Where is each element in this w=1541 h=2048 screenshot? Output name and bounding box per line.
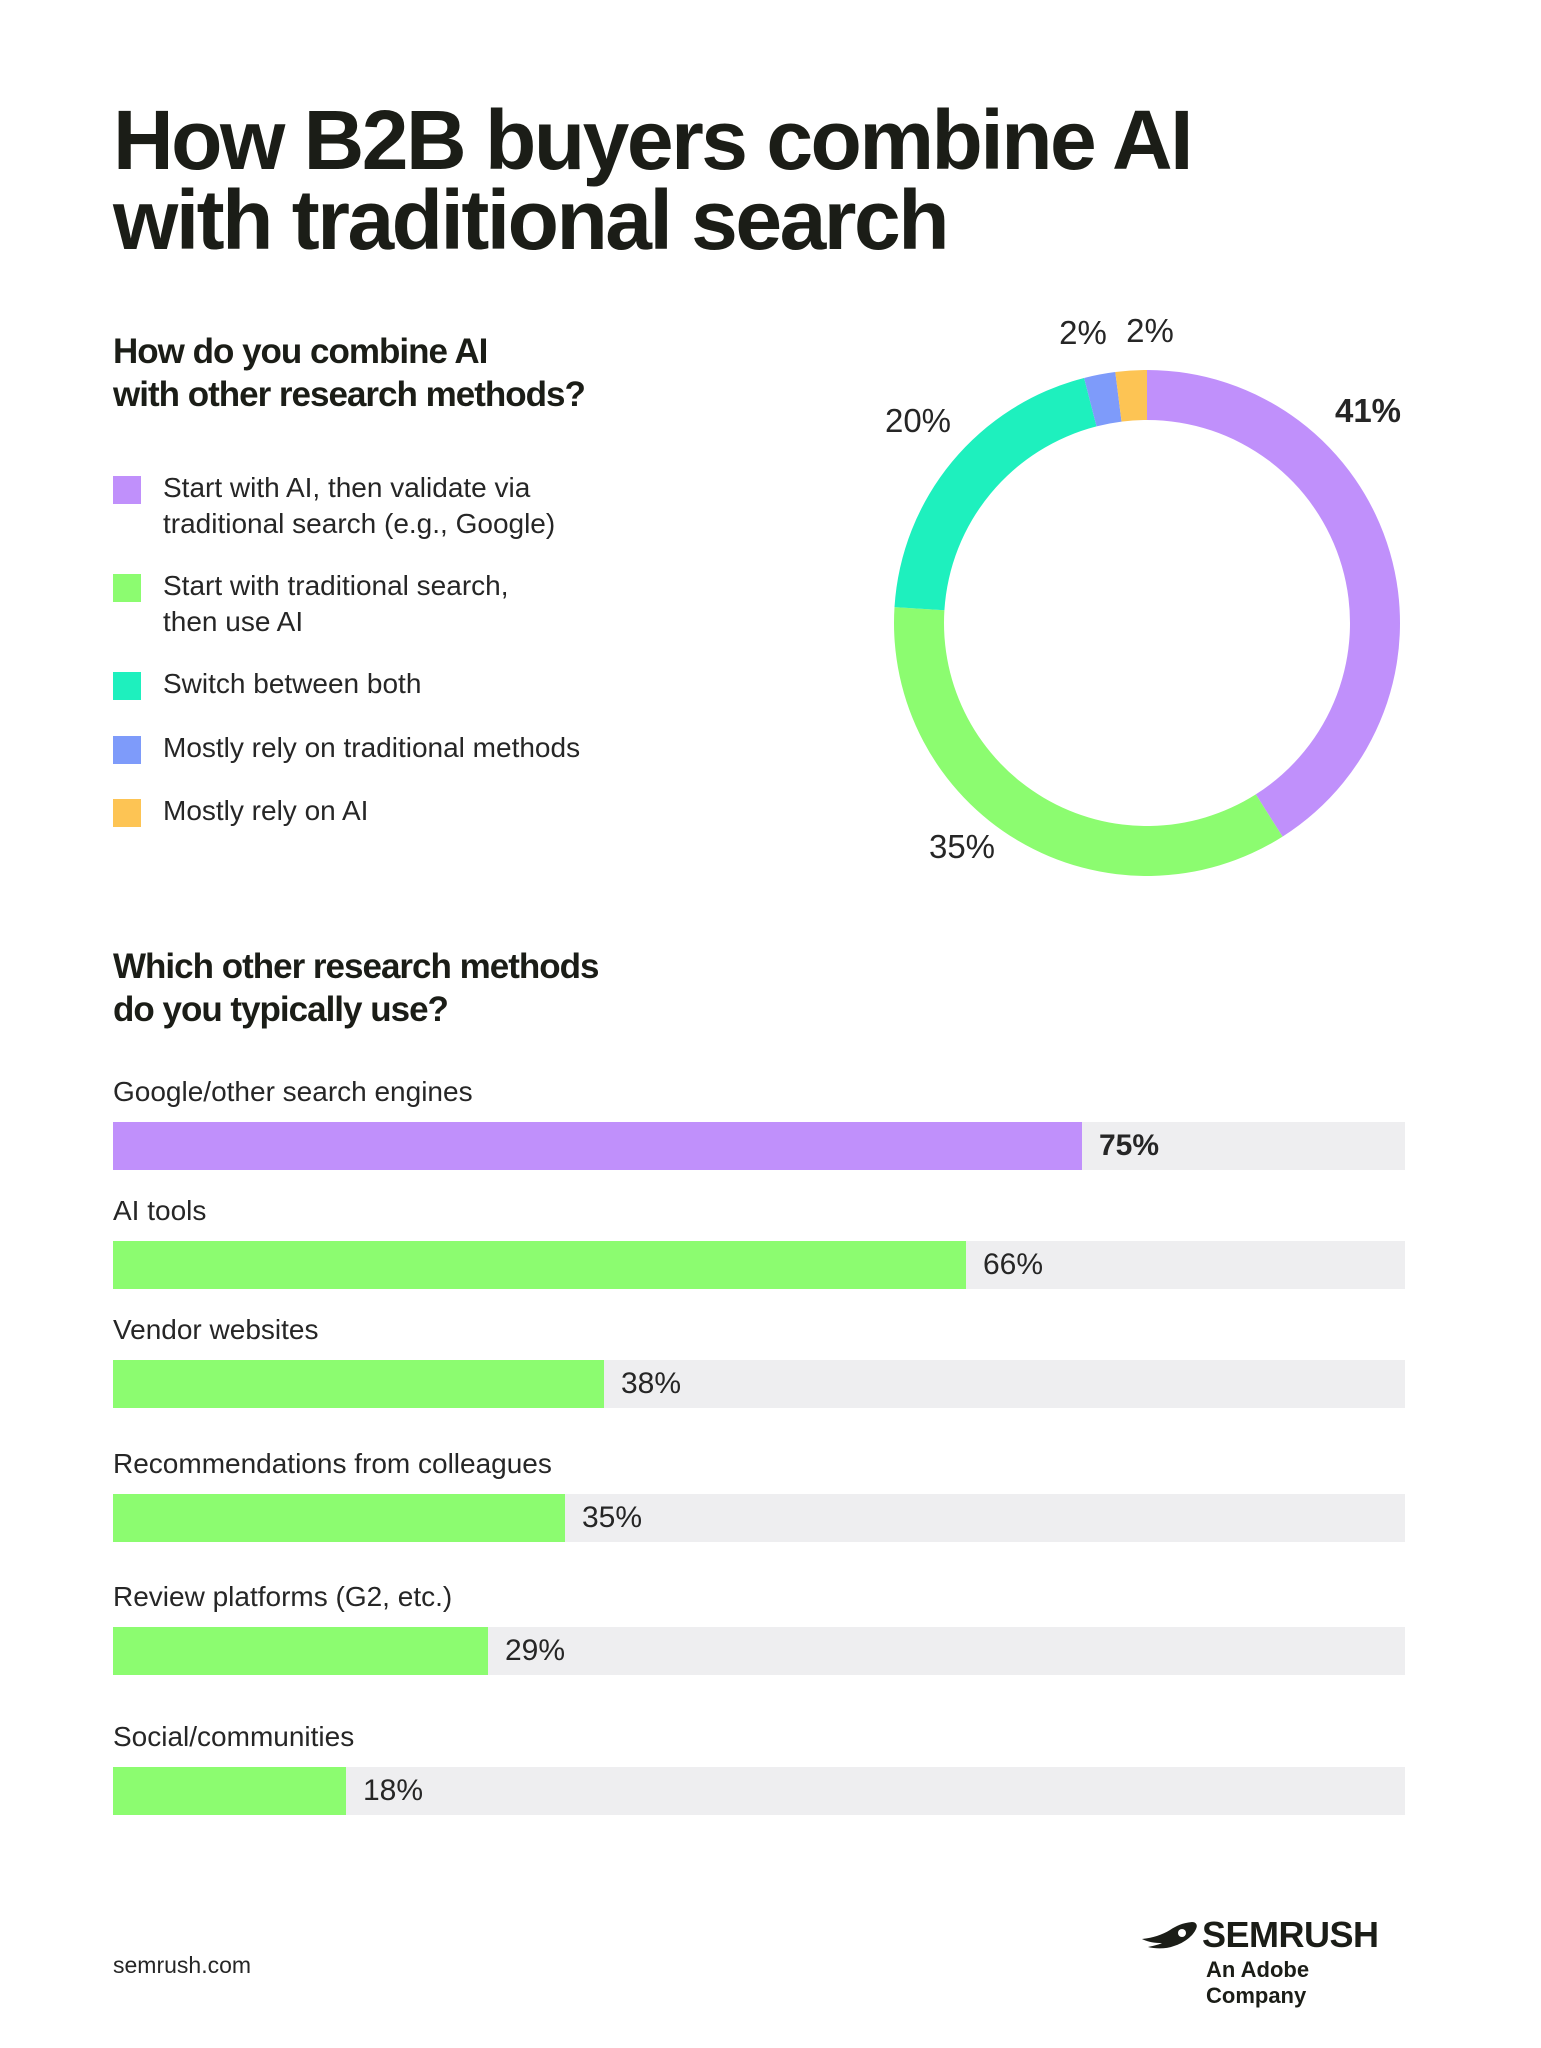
legend-item-3: Switch between both [113,666,673,702]
donut-question-line-1: How do you combine AI [113,332,488,371]
page-title: How B2B buyers combine AI with tradition… [113,98,1413,262]
bar-track-2: 66% [113,1241,1405,1289]
brand-tagline: An Adobe Company [1206,1957,1310,2008]
bar-track-1: 75% [113,1122,1405,1170]
bar-track-6: 18% [113,1767,1405,1815]
donut-slice-label-3: 20% [885,402,951,439]
donut-question: How do you combine AI with other researc… [113,330,713,416]
bar-6 [113,1767,346,1815]
bar-value-label-5: 29% [505,1634,566,1667]
bar-2 [113,1241,966,1289]
legend-label-1: Start with AI, then validate via traditio… [163,472,556,539]
bar-track-5: 29% [113,1627,1405,1675]
bar-5 [113,1627,488,1675]
title-line-2: with traditional search [113,173,950,267]
title-line-1: How B2B buyers combine AI [113,93,1193,187]
bar-category-label-1: Google/other search engines [113,1076,473,1107]
bar-question: Which other research methods do you typi… [113,945,813,1031]
legend-item-1: Start with AI, then validate via traditio… [113,470,673,542]
semrush-fireball-icon [1142,1922,1197,1949]
legend-swatch-3 [113,672,141,700]
bar-question-line-1: Which other research methods [113,947,599,986]
donut-slice-label-5: 2% [1126,312,1174,349]
brand-name: SEMRUSH [1202,1914,1379,1955]
bar-track-4: 35% [113,1494,1405,1542]
legend-label-3: Switch between both [163,668,422,699]
legend-item-5: Mostly rely on AI [113,793,673,829]
donut-question-line-2: with other research methods? [113,375,586,414]
donut-slice-3 [894,377,1097,611]
bar-category-label-5: Review platforms (G2, etc.) [113,1581,453,1612]
donut-slice-1 [1147,370,1401,837]
bar-question-line-2: do you typically use? [113,990,449,1029]
bar-4 [113,1494,565,1542]
bar-value-label-6: 18% [363,1774,424,1807]
bar-category-label-3: Vendor websites [113,1314,319,1345]
donut-slice-5 [1115,370,1147,422]
donut-slice-label-1: 41% [1335,392,1401,429]
bar-category-label-4: Recommendations from colleagues [113,1448,552,1479]
bar-value-label-1: 75% [1099,1129,1160,1162]
bar-3 [113,1360,604,1408]
bar-track-3: 38% [113,1360,1405,1408]
bar-1 [113,1122,1082,1170]
donut-slice-label-2: 35% [929,828,995,865]
donut-slice-label-4: 2% [1059,314,1107,351]
legend-swatch-1 [113,476,141,504]
legend-label-4: Mostly rely on traditional methods [163,732,581,763]
legend-item-4: Mostly rely on traditional methods [113,730,673,766]
legend-swatch-4 [113,736,141,764]
donut-slice-4 [1084,371,1122,427]
legend-label-2: Start with traditional search, then use A… [163,570,509,637]
legend-swatch-2 [113,574,141,602]
bar-value-label-3: 38% [621,1367,682,1400]
legend-item-2: Start with traditional search, then use A… [113,568,673,640]
bar-value-label-4: 35% [582,1501,643,1534]
bar-category-label-6: Social/communities [113,1721,355,1752]
bar-category-label-2: AI tools [113,1195,207,1226]
bar-value-label-2: 66% [983,1248,1044,1281]
footer-url[interactable]: semrush.com [113,1952,252,1978]
donut-slice-2 [894,607,1283,877]
legend-swatch-5 [113,799,141,827]
legend-label-5: Mostly rely on AI [163,795,369,826]
semrush-logo: SEMRUSH An Adobe Company [1140,1914,1410,2008]
